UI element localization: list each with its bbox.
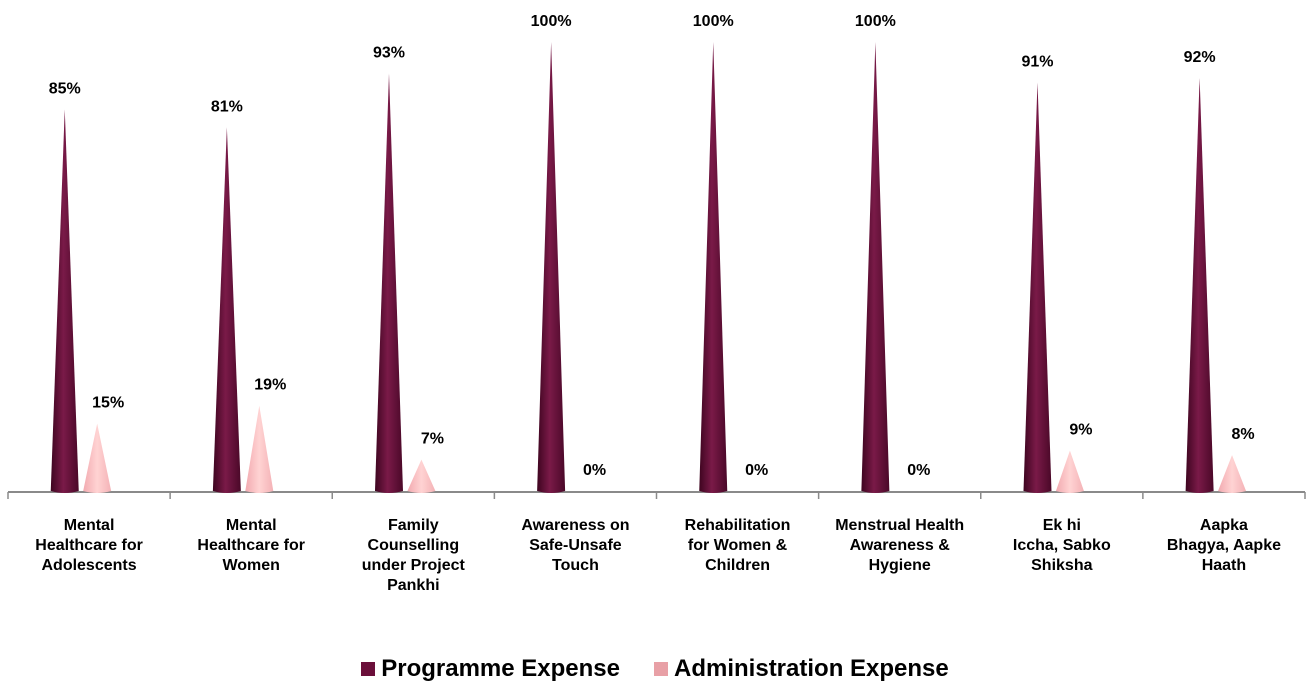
programme-expense-cone [212,127,241,493]
administration-expense-cone [407,459,436,493]
category-label-line: Adolescents [41,557,137,574]
administration-expense-label: 0% [583,462,606,479]
programme-expense-cone [537,42,566,493]
programme-expense-cone [1023,82,1052,493]
administration-expense-label: 8% [1231,426,1254,443]
category-label-line: Aapka [1199,517,1248,534]
category-label-line: Pankhi [387,577,440,594]
category-label-line: Counselling [367,537,460,554]
administration-expense-label: 9% [1069,422,1092,439]
programme-expense-label: 91% [1021,53,1053,70]
administration-expense-cone [1055,450,1084,493]
administration-expense-label: 19% [254,377,286,394]
category-label-line: Awareness on [521,517,630,534]
category-label-line: Shiksha [1031,557,1093,574]
category-label: Mental Healthcare for Women [176,516,326,576]
category-label-line: Healthcare for [197,537,305,554]
category-label-line: Haath [1201,557,1247,574]
programme-expense-label: 85% [49,80,81,97]
administration-expense-label: 7% [421,431,444,448]
category-label-line: Healthcare for [35,537,143,554]
category-label: Mental Healthcare for Adolescents [14,516,164,576]
administration-expense-cone [83,423,112,493]
legend-item-administration: Administration Expense [654,655,949,683]
programme-expense-cone [699,42,728,493]
legend-swatch-programme [361,662,376,676]
programme-expense-label: 81% [211,98,243,115]
programme-expense-cone [1185,77,1214,494]
programme-expense-label: 100% [855,13,896,30]
programme-expense-label: 92% [1184,49,1216,66]
administration-expense-cone [1218,455,1247,493]
programme-expense-label: 93% [373,44,405,61]
category-label-line: Mental [225,517,277,534]
category-label-line: Bhagya, Aapke [1166,537,1281,554]
programme-expense-label: 100% [531,13,572,30]
category-label-line: Safe-Unsafe [529,537,622,554]
category-label: Awareness on Safe-Unsafe Touch [500,516,650,576]
chart-marks [50,42,1247,494]
legend-label-programme: Programme Expense [381,655,621,682]
programme-expense-cone [861,42,890,493]
programme-expense-cone [50,109,79,493]
category-label-line: Rehabilitation [684,517,791,534]
category-label-line: Mental [63,517,115,534]
administration-expense-label: 15% [92,395,124,412]
category-label-line: Children [705,557,770,574]
category-label-line: under Project [361,557,465,574]
x-axis [7,491,1306,499]
category-label-line: Family [387,517,439,534]
category-label: Aapka Bhagya, Aapke Haath [1149,516,1299,576]
administration-expense-label: 0% [907,462,930,479]
category-label: Ek hi Iccha, Sabko Shiksha [987,516,1137,576]
programme-expense-label: 100% [693,13,734,30]
programme-expense-cone [374,73,403,494]
category-label-line: Ek hi [1042,517,1081,534]
data-labels: 85% 81% 93% 100% 100% 100% 91% 92% 15% 19% 7% 0% 0% 0… [49,13,1255,479]
category-label-line: Iccha, Sabko [1012,537,1111,554]
category-label-line: Hygiene [868,557,931,574]
category-label: Menstrual Health Awareness & Hygiene [825,516,975,576]
category-label-line: Touch [552,557,599,574]
category-label-line: for Women & [687,537,788,554]
category-label-line: Menstrual Health [835,517,965,534]
administration-expense-cone [245,405,274,493]
legend-swatch-administration [654,662,669,676]
category-label-line: Women [222,557,280,574]
category-label: Family Counselling under Project Pankhi [338,516,488,596]
category-label: Rehabilitation for Women & Children [663,516,813,576]
legend-label-administration: Administration Expense [674,655,949,682]
category-label-line: Awareness & [849,537,950,554]
administration-expense-label: 0% [745,462,768,479]
legend: Programme Expense Administration Expense [0,655,1310,683]
legend-item-programme: Programme Expense [361,655,620,683]
